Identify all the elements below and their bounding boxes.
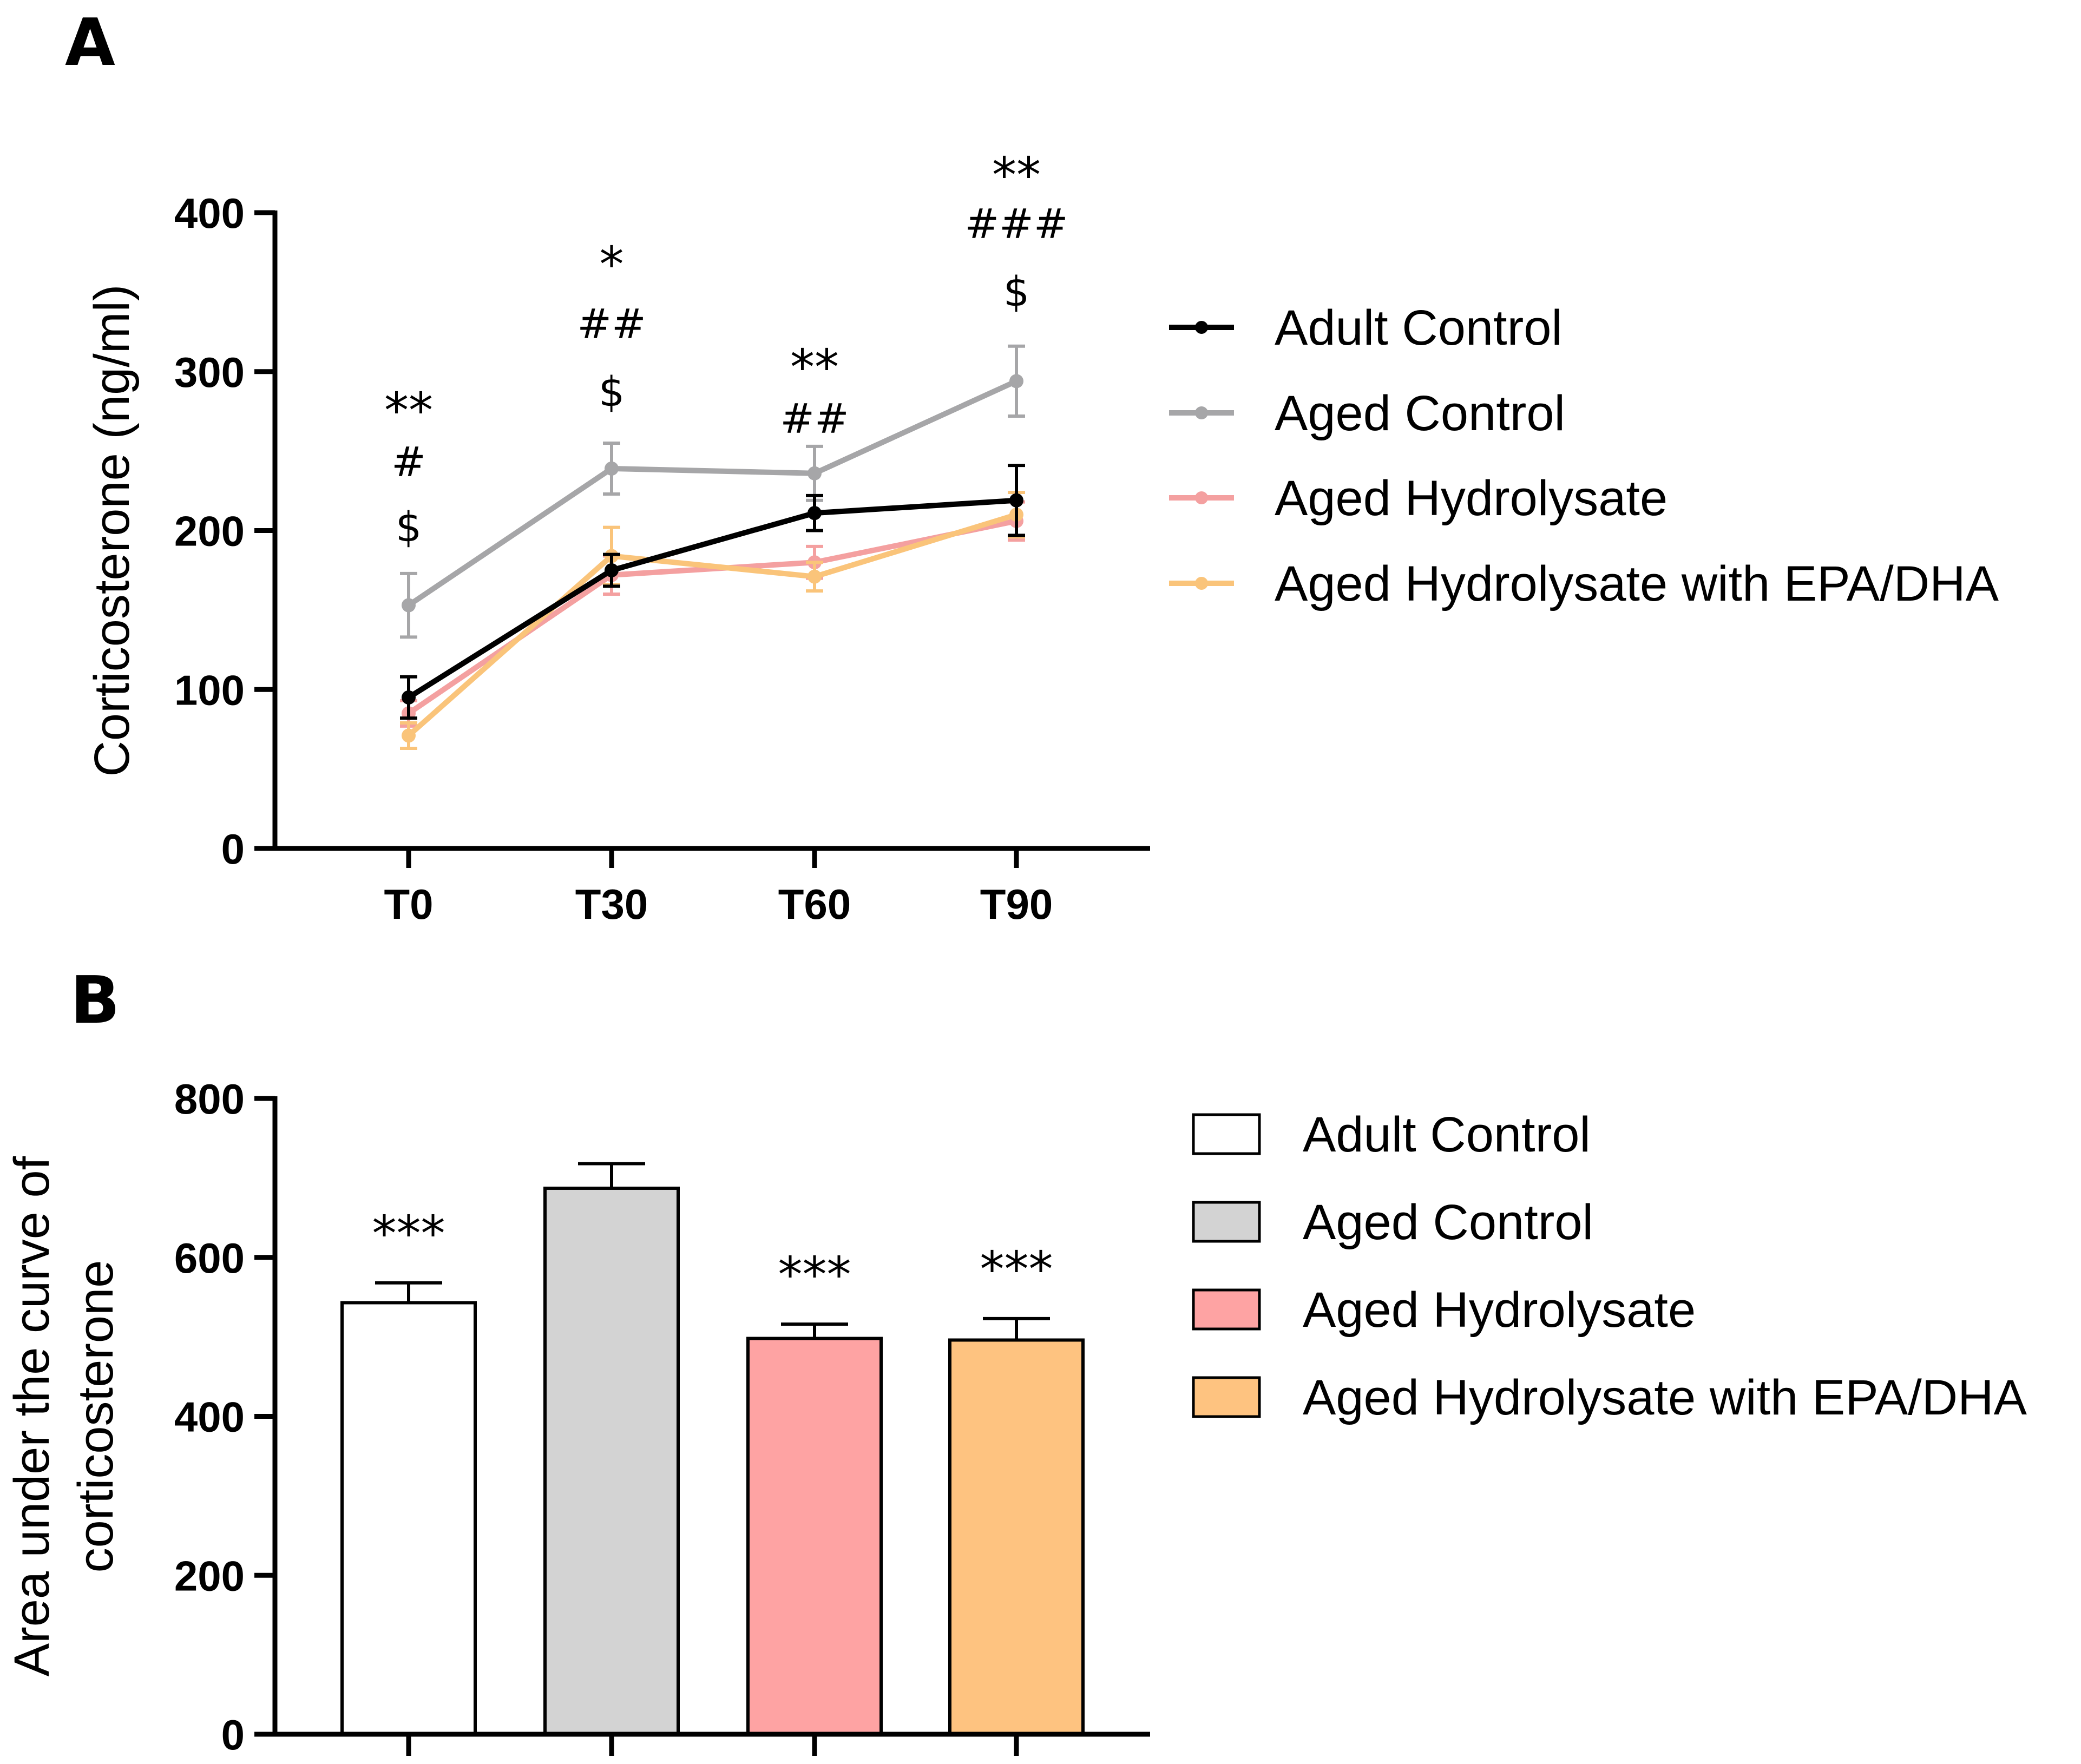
y-tick-label: 400 [174, 189, 245, 237]
y-axis-title-line-1: Area under the curve of [4, 1156, 60, 1676]
legend-label: Aged Hydrolysate with EPA/DHA [1275, 556, 1999, 611]
legend-label: Adult Control [1275, 300, 1563, 356]
series-aged-hydrolysate-with-epa-dha [400, 491, 1025, 750]
significance-annotation: * [600, 236, 624, 293]
bar-group [543, 1162, 680, 1736]
significance-annotation: $ [396, 503, 422, 551]
significance-annotation: ** [790, 339, 839, 396]
panel-b-bar-chart: *** *** *** 0 200 400 600 800 Area under the cur… [4, 1075, 2027, 1759]
bar [340, 1301, 477, 1736]
significance-annotation: *** [778, 1247, 851, 1304]
significance-annotation: ** [992, 147, 1041, 204]
data-point [402, 598, 416, 613]
series-aged-hydrolysate [400, 500, 1025, 728]
legend-swatch [1192, 1376, 1261, 1418]
legend-swatch [1192, 1288, 1261, 1331]
legend-label: Aged Control [1275, 386, 1565, 441]
significance-annotation: # [391, 438, 426, 486]
legend-entry: Aged Control [1169, 386, 1565, 441]
legend-marker [1195, 406, 1208, 419]
legend-entry: Aged Control [1192, 1195, 1593, 1250]
y-tick-label: 0 [221, 1711, 245, 1759]
panel-b-letter: B [70, 963, 120, 1038]
data-point [808, 466, 822, 481]
significance-annotation: $ [1003, 267, 1029, 315]
data-point [605, 563, 619, 577]
legend-swatch [1192, 1113, 1261, 1155]
bar [543, 1186, 680, 1736]
y-tick-label: 200 [174, 508, 245, 555]
significance-annotation: ## [577, 300, 646, 348]
y-tick-label: 100 [174, 666, 245, 714]
series-line [407, 497, 1017, 700]
data-point [1009, 374, 1023, 389]
data-point [808, 506, 822, 521]
y-tick-label: 600 [174, 1234, 245, 1282]
legend-label: Aged Control [1303, 1195, 1593, 1250]
legend-marker [1195, 491, 1208, 504]
x-tick-label: T30 [575, 880, 648, 928]
legend-swatch [1192, 1201, 1261, 1243]
legend-label: Aged Hydrolysate [1275, 471, 1668, 526]
series-line [406, 512, 1017, 738]
data-point [1009, 493, 1023, 508]
data-point [402, 690, 416, 705]
legend-label: Aged Hydrolysate with EPA/DHA [1303, 1370, 2027, 1425]
y-axis-title-line-2: corticosterone [68, 1260, 123, 1573]
legend-label: Adult Control [1303, 1107, 1591, 1162]
legend-entry: Aged Hydrolysate with EPA/DHA [1169, 556, 1999, 611]
legend-label: Aged Hydrolysate [1303, 1282, 1696, 1338]
x-tick-label: T60 [778, 880, 851, 928]
series-line [407, 518, 1017, 716]
y-tick-label: 800 [174, 1075, 245, 1123]
data-point [808, 569, 822, 584]
legend-entry: Aged Hydrolysate [1169, 471, 1668, 526]
panel-a-letter: A [65, 5, 115, 81]
bar-group: *** [340, 1206, 477, 1736]
significance-annotation: $ [599, 367, 625, 416]
bar-group: *** [746, 1247, 883, 1736]
series-aged-control [400, 344, 1025, 639]
significance-annotation: ** [384, 383, 433, 439]
legend-marker [1195, 321, 1208, 334]
legend-entry: Adult Control [1169, 300, 1563, 356]
x-tick-label: T0 [384, 880, 433, 928]
legend-entry: Aged Hydrolysate with EPA/DHA [1192, 1370, 2027, 1425]
series-adult-control [400, 464, 1025, 720]
bar-group: *** [948, 1241, 1085, 1736]
significance-annotation: ## [780, 394, 849, 443]
bar [746, 1337, 883, 1736]
y-tick-label: 400 [174, 1393, 245, 1441]
significance-annotation: *** [980, 1241, 1053, 1298]
y-tick-label: 300 [174, 348, 245, 396]
x-tick-label: T90 [980, 880, 1053, 928]
legend-marker [1195, 577, 1208, 590]
data-point [605, 461, 619, 476]
legend-entry: Adult Control [1192, 1107, 1591, 1162]
data-point [402, 728, 416, 743]
series-line [407, 378, 1018, 608]
bar [948, 1338, 1085, 1736]
legend-entry: Aged Hydrolysate [1192, 1282, 1696, 1338]
y-tick-label: 200 [174, 1552, 245, 1600]
significance-annotation: *** [372, 1206, 445, 1262]
y-tick-label: 0 [221, 825, 245, 873]
panel-a-line-chart: 0 100 200 300 400 T0 T30 T60 T90 Corticosterone (… [84, 147, 1999, 928]
significance-annotation: ### [964, 200, 1068, 248]
y-axis-title: Corticosterone (ng/ml) [84, 284, 140, 776]
